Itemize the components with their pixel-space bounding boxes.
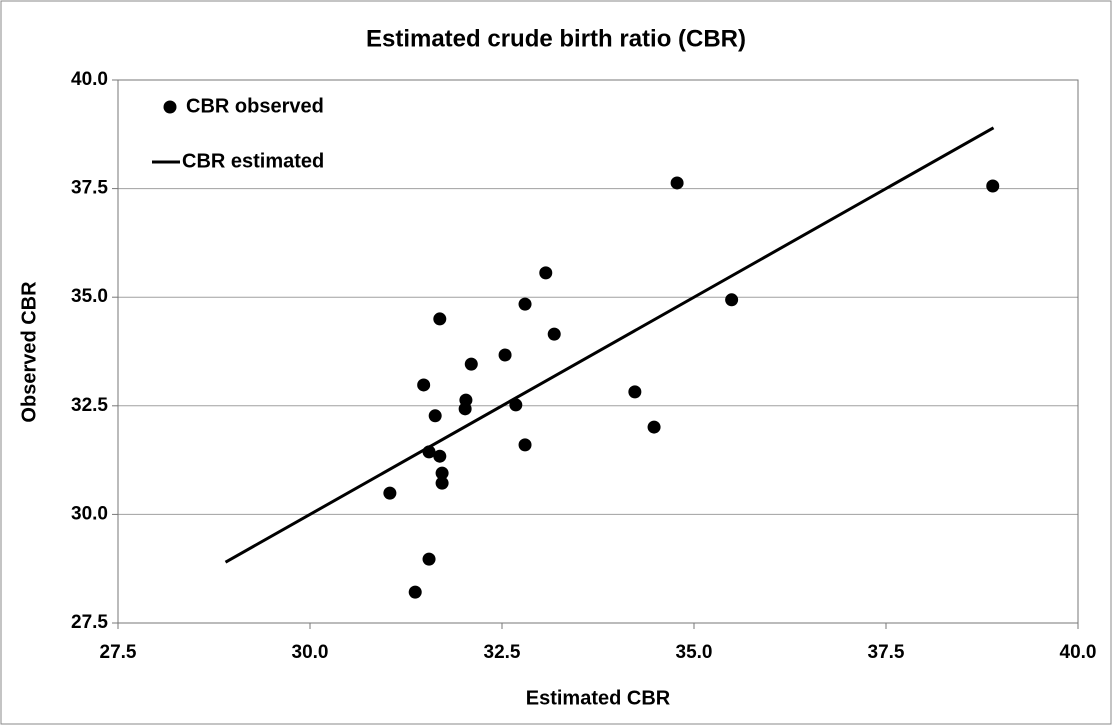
point: [435, 476, 449, 490]
y-tick-label: 32.5: [71, 395, 108, 416]
point: [725, 293, 739, 307]
y-tick-label: 35.0: [71, 286, 108, 307]
point: [547, 327, 561, 341]
x-tick-label: 32.5: [484, 642, 521, 663]
point: [647, 420, 661, 434]
point: [428, 409, 442, 423]
point: [383, 486, 397, 500]
point: [986, 179, 1000, 193]
y-tick-label: 30.0: [71, 503, 108, 524]
y-tick-label: 37.5: [71, 178, 108, 199]
fit-line: [224, 126, 995, 564]
point: [459, 393, 473, 407]
point: [464, 357, 478, 371]
point: [670, 176, 684, 190]
point: [518, 438, 532, 452]
y-tick-label: 27.5: [71, 612, 108, 633]
point: [417, 378, 431, 392]
point: [435, 466, 449, 480]
point: [518, 297, 532, 311]
point: [498, 348, 512, 362]
x-tick-label: 27.5: [100, 642, 137, 663]
point: [628, 385, 642, 399]
y-axis-label: Observed CBR: [18, 281, 40, 423]
point: [433, 449, 447, 463]
point: [408, 585, 422, 599]
point: [422, 552, 436, 566]
plot-area: [117, 79, 1079, 624]
chart-title: Estimated crude birth ratio (CBR): [366, 25, 746, 52]
x-tick-label: 30.0: [292, 642, 329, 663]
point: [539, 266, 553, 280]
y-tick-label: 40.0: [71, 69, 108, 90]
legend-label: CBR estimated: [182, 150, 324, 172]
point: [433, 312, 447, 326]
x-tick-label: 35.0: [676, 642, 713, 663]
x-tick-label: 40.0: [1060, 642, 1097, 663]
point: [509, 398, 523, 412]
legend-label: CBR observed: [186, 95, 324, 117]
x-tick-label: 37.5: [868, 642, 905, 663]
x-axis-label: Estimated CBR: [526, 687, 671, 709]
legend-marker: [163, 100, 177, 114]
